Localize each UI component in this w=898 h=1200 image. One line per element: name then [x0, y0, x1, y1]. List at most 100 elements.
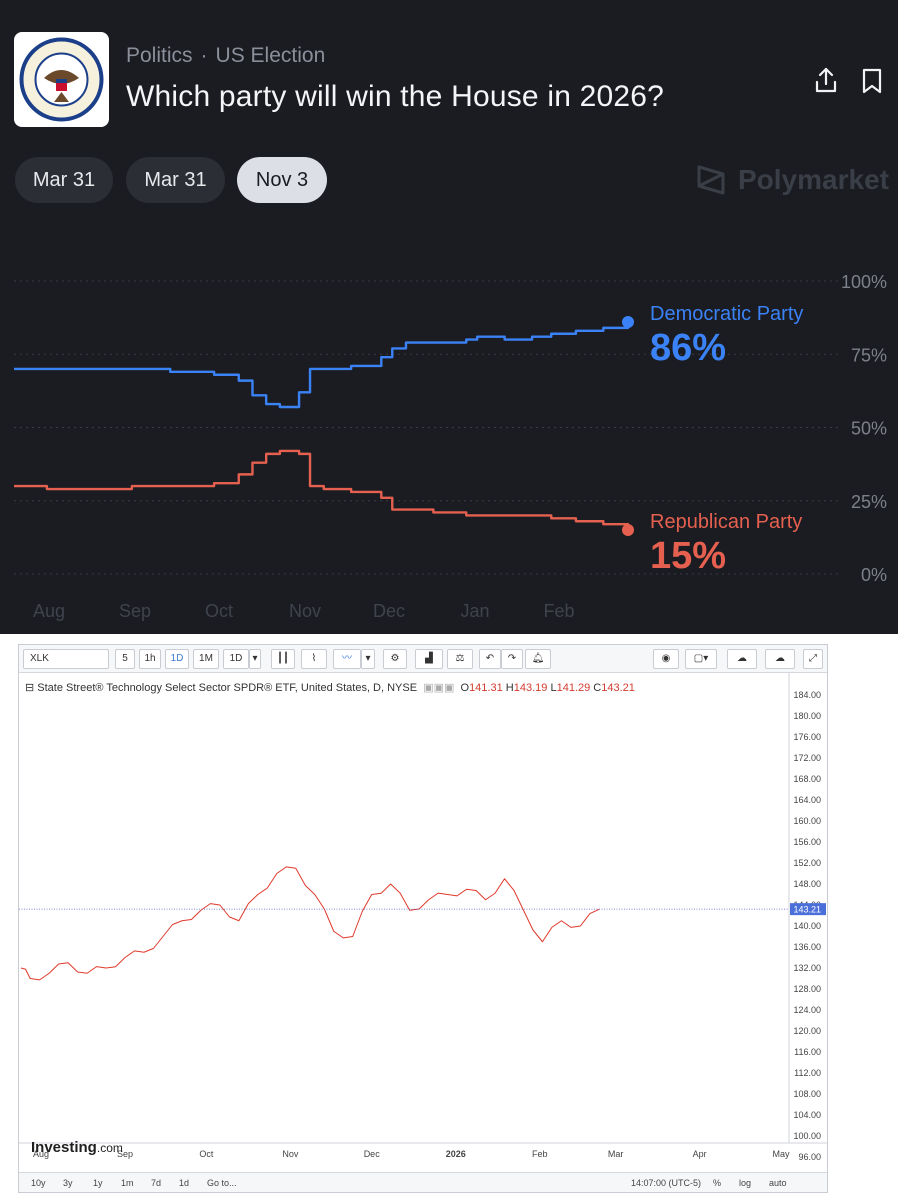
- price-tick-label: 160.00: [793, 816, 821, 826]
- y-tick-label: 75%: [851, 345, 887, 365]
- breadcrumb: Politics · US Election: [126, 44, 325, 68]
- price-tick-label: 152.00: [793, 858, 821, 868]
- share-icon[interactable]: [812, 66, 840, 96]
- tab-date-1[interactable]: Mar 31: [15, 157, 113, 203]
- price-tick-label: 136.00: [793, 942, 821, 952]
- gear-icon[interactable]: ⚙: [383, 649, 407, 669]
- time-tick-label: 2026: [446, 1149, 466, 1159]
- range-3y[interactable]: 3y: [63, 1178, 73, 1188]
- price-tick-label: 96.00: [798, 1152, 821, 1162]
- legend-settings-icons[interactable]: ▣▣▣: [420, 682, 458, 694]
- range-1m[interactable]: 1m: [121, 1178, 134, 1188]
- log-toggle[interactable]: log: [739, 1178, 752, 1188]
- camera-icon[interactable]: ◉: [653, 649, 679, 669]
- interval-dropdown[interactable]: 1D: [223, 649, 249, 669]
- range-10y[interactable]: 10y: [31, 1178, 46, 1188]
- candles-icon[interactable]: ┃┃: [271, 649, 295, 669]
- chart-type-arrow[interactable]: ▾: [361, 649, 375, 669]
- polymarket-panel: Politics · US Election Which party will wi…: [0, 0, 898, 634]
- interval-5[interactable]: 5: [115, 649, 135, 669]
- interval-dropdown-arrow[interactable]: ▾: [249, 649, 261, 669]
- cloud-load-icon[interactable]: ☁: [727, 649, 757, 669]
- price-tick-label: 100.00: [793, 1131, 821, 1141]
- last-price-label: 143.21: [793, 905, 821, 915]
- house-seal-logo: [14, 32, 109, 127]
- high-label: H: [505, 682, 514, 694]
- redo-icon[interactable]: ↷: [501, 649, 523, 669]
- price-tick-label: 132.00: [793, 963, 821, 973]
- price-tick-label: 176.00: [793, 732, 821, 742]
- time-tick-label: Sep: [117, 1149, 133, 1159]
- x-tick-label: Aug: [33, 601, 65, 621]
- investing-brand: Investing: [31, 1139, 97, 1156]
- alert-icon[interactable]: 🔔︎: [525, 649, 551, 669]
- price-tick-label: 124.00: [793, 1005, 821, 1015]
- interval-1h[interactable]: 1h: [139, 649, 161, 669]
- clock-readout: 14:07:00 (UTC-5): [631, 1178, 702, 1188]
- bookmark-icon[interactable]: [860, 66, 888, 96]
- investing-panel: XLK 5 1h 1D 1M 1D ▾ ┃┃ ⌇ 〰 ▾ ⚙ ▟ ⚖ ↶ ↷ 🔔…: [0, 634, 898, 1200]
- time-tick-label: Aug: [33, 1149, 49, 1159]
- y-tick-label: 100%: [841, 272, 887, 292]
- interval-1m[interactable]: 1M: [193, 649, 219, 669]
- cloud-save-icon[interactable]: ☁: [765, 649, 795, 669]
- y-tick-label: 0%: [861, 565, 887, 585]
- polymarket-brand-text: Polymarket: [738, 164, 889, 195]
- polymarket-watermark: Polymarket: [696, 160, 889, 200]
- collapse-legend-icon[interactable]: ⊟: [25, 682, 35, 694]
- time-tick-label: Dec: [364, 1149, 381, 1159]
- time-tick-label: Nov: [282, 1149, 299, 1159]
- x-tick-label: Oct: [205, 601, 233, 621]
- time-tick-label: Oct: [199, 1149, 214, 1159]
- price-tick-label: 164.00: [793, 795, 821, 805]
- series-end-dot: [622, 524, 634, 537]
- close-label: C: [593, 682, 602, 694]
- price-tick-label: 112.00: [794, 1068, 821, 1078]
- price-tick-label: 184.00: [793, 690, 821, 700]
- x-tick-label: Sep: [119, 601, 151, 621]
- range-1d[interactable]: 1d: [179, 1178, 190, 1188]
- y-tick-label: 25%: [851, 492, 887, 512]
- investing-chart: 184.00 180.00 176.00 172.00 168.00 164.00 160.…: [19, 673, 827, 1162]
- investing-chart-frame: XLK 5 1h 1D 1M 1D ▾ ┃┃ ⌇ 〰 ▾ ⚙ ▟ ⚖ ↶ ↷ 🔔…: [18, 644, 828, 1193]
- area-chart-icon[interactable]: ⌇: [301, 649, 327, 669]
- tab-date-2[interactable]: Mar 31: [126, 157, 225, 203]
- compare-icon[interactable]: ⚖: [447, 649, 473, 669]
- open-label: O: [460, 682, 470, 694]
- price-line: [20, 866, 600, 981]
- market-title: Which party will win the House in 2026?: [126, 80, 665, 113]
- auto-toggle[interactable]: auto: [769, 1178, 787, 1188]
- interval-1d[interactable]: 1D: [165, 649, 189, 669]
- price-tick-label: 108.00: [793, 1089, 821, 1099]
- last-price-badge: [790, 903, 826, 916]
- line-chart-icon[interactable]: 〰: [333, 649, 361, 669]
- time-tick-label: May: [772, 1149, 790, 1159]
- price-tick-label: 120.00: [793, 1026, 821, 1036]
- breadcrumb-category[interactable]: Politics: [126, 44, 193, 67]
- range-1y[interactable]: 1y: [93, 1178, 103, 1188]
- time-tick-label: Apr: [693, 1149, 707, 1159]
- percent-toggle[interactable]: %: [713, 1178, 722, 1188]
- goto-date[interactable]: Go to...: [207, 1178, 237, 1188]
- breadcrumb-subcategory[interactable]: US Election: [215, 44, 326, 67]
- time-tick-label: Feb: [532, 1149, 548, 1159]
- price-tick-label: 180.00: [793, 711, 821, 721]
- investing-brand-suffix: .com: [96, 1141, 123, 1155]
- price-tick-label: 168.00: [793, 774, 821, 784]
- series-value-label: 86%: [650, 327, 726, 369]
- price-tick-label: 104.00: [793, 1110, 821, 1120]
- indicators-icon[interactable]: ▟: [415, 649, 443, 669]
- series-name-label: Democratic Party: [650, 303, 803, 325]
- fullscreen-icon[interactable]: ⤢: [803, 649, 823, 669]
- tab-date-3-active[interactable]: Nov 3: [237, 157, 327, 203]
- series-name-label: Republican Party: [650, 511, 802, 533]
- layout-select[interactable]: ▢▾: [685, 649, 717, 669]
- undo-icon[interactable]: ↶: [479, 649, 501, 669]
- symbol-input[interactable]: XLK: [23, 649, 109, 669]
- chart-legend: ⊟ State Street® Technology Select Sector…: [25, 681, 635, 694]
- range-7d[interactable]: 7d: [151, 1178, 162, 1188]
- x-tick-label: Nov: [289, 601, 321, 621]
- series-end-dot: [622, 316, 634, 329]
- price-tick-label: 148.00: [793, 879, 821, 889]
- instrument-name: State Street® Technology Select Sector S…: [37, 682, 418, 694]
